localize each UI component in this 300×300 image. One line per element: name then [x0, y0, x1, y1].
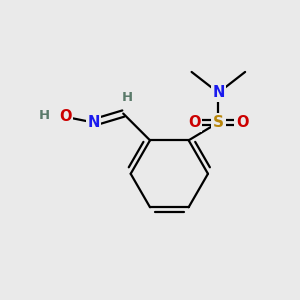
Text: H: H — [122, 91, 133, 104]
Text: O: O — [188, 115, 201, 130]
Text: O: O — [236, 115, 248, 130]
Text: N: N — [212, 85, 224, 100]
Text: N: N — [87, 115, 100, 130]
Text: H: H — [39, 109, 50, 122]
Text: O: O — [59, 109, 71, 124]
Text: S: S — [213, 115, 224, 130]
